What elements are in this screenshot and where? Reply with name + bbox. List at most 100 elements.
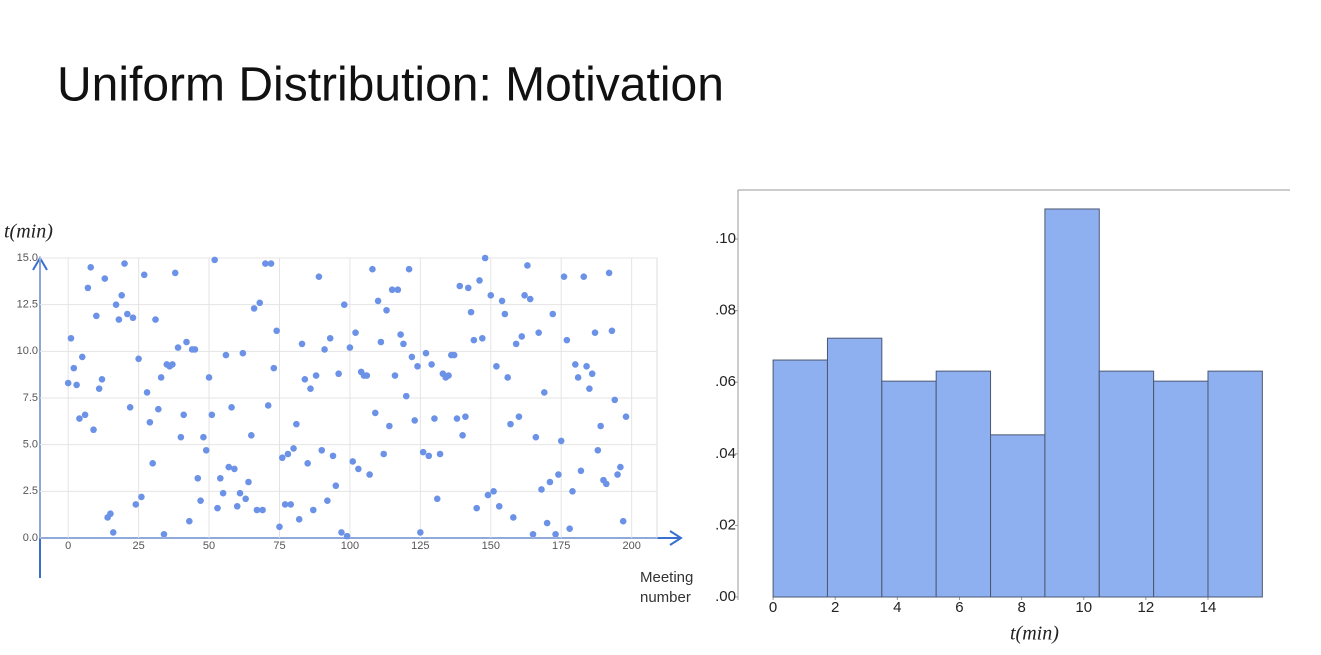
point — [507, 420, 514, 428]
point — [129, 314, 137, 322]
point — [422, 349, 430, 357]
point — [574, 374, 582, 381]
point — [549, 310, 557, 318]
point — [177, 433, 185, 441]
point — [388, 286, 396, 294]
bar — [1207, 370, 1263, 598]
point — [369, 265, 376, 273]
point — [419, 448, 427, 456]
x-tick-label: 100 — [341, 540, 359, 552]
point — [583, 362, 590, 370]
point — [608, 327, 616, 335]
point — [304, 460, 311, 467]
point — [219, 489, 227, 497]
y-tick-label: .06 — [715, 373, 736, 390]
point — [428, 361, 435, 368]
x-tick-label: 25 — [132, 540, 144, 552]
point — [324, 497, 331, 504]
point — [591, 329, 599, 336]
point — [160, 530, 168, 538]
point — [391, 372, 399, 379]
point — [112, 301, 120, 308]
point — [180, 411, 187, 419]
point — [107, 510, 114, 518]
point — [524, 262, 531, 269]
point — [84, 284, 92, 292]
point — [408, 353, 416, 361]
y-tick-label: 15.0 — [17, 252, 38, 264]
point — [526, 295, 534, 303]
point — [555, 471, 562, 478]
point — [194, 474, 202, 482]
y-tick-label: 5.0 — [23, 439, 38, 451]
point — [335, 370, 342, 378]
point — [225, 463, 233, 471]
point — [459, 432, 466, 439]
point — [239, 349, 247, 357]
point — [346, 344, 354, 351]
point — [64, 379, 72, 387]
point — [273, 327, 280, 335]
bar — [881, 380, 937, 598]
point — [504, 374, 511, 381]
point — [490, 488, 497, 495]
point — [380, 450, 388, 458]
point — [476, 277, 483, 284]
point — [95, 385, 103, 392]
y-tick-label: .02 — [715, 516, 736, 533]
x-axis-label: Meeting number — [640, 569, 694, 606]
point — [307, 385, 314, 392]
point — [264, 402, 272, 409]
point — [138, 493, 145, 501]
point — [118, 292, 126, 299]
point — [436, 450, 444, 458]
point — [135, 355, 142, 363]
x-tick-label: 175 — [552, 540, 570, 552]
point — [231, 465, 238, 473]
x-tick-label: 200 — [622, 540, 640, 552]
point — [521, 292, 528, 299]
point — [343, 532, 351, 540]
point — [352, 329, 359, 336]
point — [284, 450, 292, 458]
x-tick-label: 125 — [411, 540, 429, 552]
point — [557, 437, 565, 445]
axis-arrows — [32, 256, 683, 578]
point — [495, 502, 503, 510]
point — [617, 463, 624, 471]
bar — [990, 434, 1046, 598]
point — [301, 376, 309, 383]
point — [484, 491, 492, 499]
point — [115, 316, 123, 323]
point — [256, 299, 264, 307]
point — [386, 422, 393, 430]
point — [287, 501, 295, 508]
point — [355, 465, 362, 473]
point — [93, 312, 100, 320]
point — [597, 422, 604, 430]
point — [433, 495, 441, 503]
point — [487, 292, 495, 299]
bar — [935, 370, 992, 598]
bar — [1044, 208, 1100, 598]
point — [377, 338, 385, 346]
point — [552, 530, 559, 538]
x-axis-label: t(min) — [1010, 623, 1059, 645]
bar — [826, 337, 883, 598]
point — [543, 519, 551, 527]
point — [155, 405, 162, 413]
point — [493, 362, 500, 370]
y-tick-label: 12.5 — [17, 299, 38, 311]
point — [383, 306, 390, 314]
point — [76, 415, 83, 422]
point — [515, 413, 523, 420]
point — [450, 351, 458, 359]
point — [394, 286, 402, 294]
x-tick-label: 12 — [1138, 599, 1155, 616]
y-tick-label: .00 — [715, 588, 736, 605]
point — [321, 346, 328, 353]
x-tick-label: 2 — [831, 599, 839, 616]
point — [332, 482, 340, 490]
